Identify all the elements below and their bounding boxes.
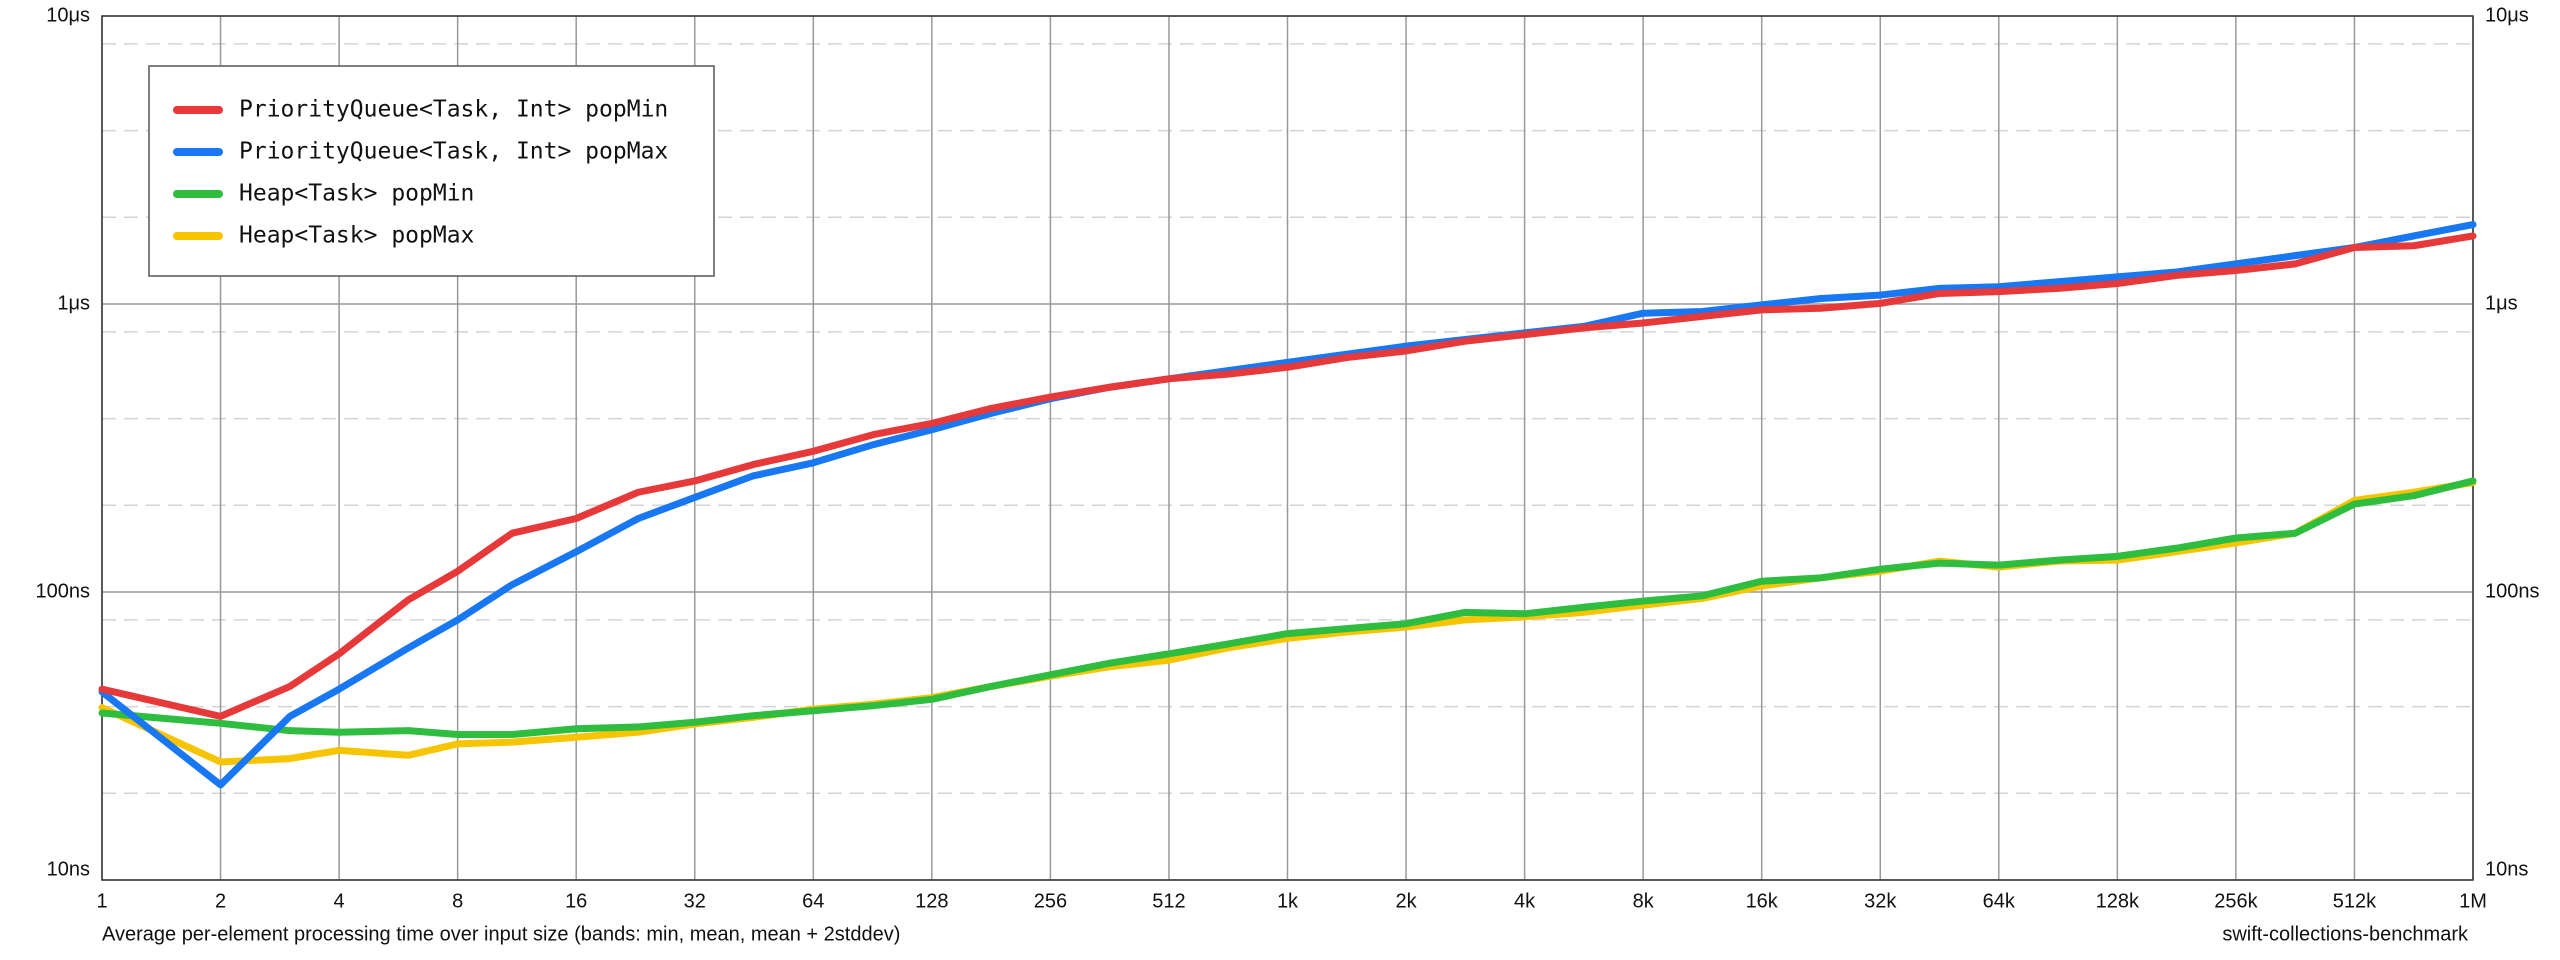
x-tick-label: 64 — [802, 890, 824, 912]
x-tick-label: 1 — [96, 890, 107, 912]
series-line — [98, 477, 2477, 739]
legend-label: PriorityQueue<Task, Int> popMax — [239, 139, 668, 165]
x-tick-label: 128 — [915, 890, 948, 912]
x-tick-label: 4 — [334, 890, 345, 912]
x-tick-label: 128k — [2096, 890, 2140, 912]
x-tick-label: 64k — [1983, 890, 2016, 912]
y-tick-label-right: 1μs — [2485, 292, 2518, 314]
x-tick-label: 256k — [2214, 890, 2258, 912]
x-tick-label: 16 — [565, 890, 587, 912]
y-tick-label-right: 100ns — [2485, 580, 2540, 602]
x-tick-label: 2 — [215, 890, 226, 912]
x-tick-label: 8 — [452, 890, 463, 912]
y-tick-label: 10ns — [47, 858, 90, 880]
legend-label: Heap<Task> popMax — [239, 223, 474, 249]
y-tick-label: 10μs — [46, 4, 90, 26]
series-line — [98, 221, 2477, 789]
legend-label: PriorityQueue<Task, Int> popMin — [239, 97, 668, 123]
plot-frame — [101, 15, 2474, 881]
x-tick-label: 4k — [1514, 890, 1536, 912]
credit: swift-collections-benchmark — [2222, 923, 2469, 945]
x-tick-label: 32k — [1864, 890, 1897, 912]
x-tick-label: 1k — [1277, 890, 1299, 912]
x-tick-label: 16k — [1746, 890, 1779, 912]
x-tick-label: 256 — [1034, 890, 1067, 912]
legend-label: Heap<Task> popMin — [239, 181, 474, 207]
x-tick-label: 2k — [1395, 890, 1417, 912]
y-tick-label: 1μs — [57, 292, 90, 314]
x-tick-label: 8k — [1633, 890, 1655, 912]
y-tick-label-right: 10ns — [2485, 858, 2528, 880]
x-tick-label: 512k — [2333, 890, 2377, 912]
series-line — [98, 232, 2477, 720]
y-tick-label-right: 10μs — [2485, 4, 2529, 26]
x-tick-label: 512 — [1152, 890, 1185, 912]
y-tick-label: 100ns — [36, 580, 91, 602]
x-axis-label: Average per-element processing time over… — [102, 923, 900, 945]
x-tick-label: 32 — [684, 890, 706, 912]
legend-box — [148, 65, 715, 277]
x-tick-label: 1M — [2459, 890, 2487, 912]
